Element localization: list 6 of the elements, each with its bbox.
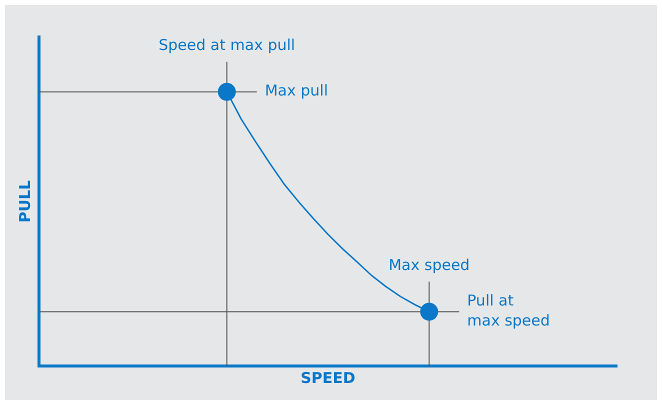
ref-line-label: Pull at max speed	[467, 292, 550, 330]
x-axis-title: SPEED	[300, 368, 356, 387]
y-axis-title: PULL	[16, 180, 34, 223]
ref-line-label: Max pull	[264, 82, 328, 100]
annotation: Max speed	[388, 256, 470, 274]
text: Speed at max pull	[158, 36, 296, 54]
